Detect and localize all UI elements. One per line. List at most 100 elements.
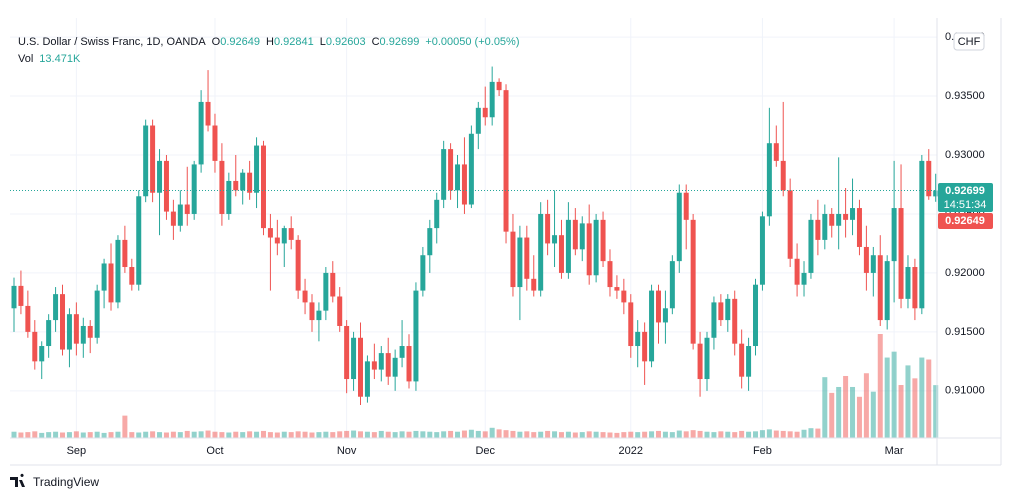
volume-bar [226,432,232,438]
candle-body [170,211,176,226]
volume-bar [337,431,343,438]
volume-bar [170,431,176,438]
volume-bar [302,431,308,438]
open-price: 0.92649 [945,215,985,227]
volume-bar [260,430,266,438]
y-tick-label: 0.91500 [945,326,985,338]
candle-body [600,219,606,262]
candle-body [66,314,72,350]
volume-bar [413,430,419,438]
candle-body [607,261,613,288]
volume-bar [572,432,578,438]
candle-body [649,290,655,362]
volume-bar [669,432,675,438]
candle-body [143,125,149,197]
candle-body [115,239,121,303]
brand: TradingView [33,475,99,489]
volume-bar [122,415,128,438]
volume-bar [863,373,869,438]
volume-bar [378,430,384,438]
candle-body [489,81,495,118]
volume-bar [316,432,322,438]
candle-body [420,255,426,291]
candle-body [787,190,793,259]
candle-body [642,331,648,362]
candle-body [565,219,571,273]
candle-body [378,353,384,370]
volume-value: 13.471K [39,53,81,65]
candle-body [718,302,724,321]
volume-bar [108,432,114,438]
volume-bar [344,430,350,438]
candle-body [503,90,509,232]
volume-bar [856,396,862,438]
candle-body [267,228,273,238]
volume-bar [780,430,786,438]
candle-body [662,308,668,323]
volume-bar [496,429,502,438]
candle-body [898,208,904,299]
volume-bar [662,431,668,438]
candle-body [191,164,197,214]
candle-body [558,235,564,273]
currency[interactable]: CHF [958,36,981,48]
volume-bar [545,430,551,438]
volume-bar [406,431,412,438]
volume-bar [524,431,530,438]
candle-layer [10,66,939,405]
candle-body [247,172,253,193]
volume-bar [642,431,648,438]
volume-bar [870,391,876,438]
candle-body [884,261,890,321]
candle-body [122,239,128,268]
volume-bar [18,432,24,438]
candle-body [863,246,869,273]
volume-bar [274,432,280,438]
candle-body [468,133,474,205]
candle-body [510,231,516,288]
ohlc-value: 0.92841 [274,36,314,48]
candle-body [177,204,183,226]
volume-bar [704,431,710,438]
candle-body [746,346,752,377]
candle-body [794,258,800,285]
candle-body [184,204,190,214]
currency-badge[interactable] [953,32,985,51]
volume-bar [475,430,481,438]
volume-bar [330,432,336,438]
volume-bar [392,432,398,438]
candle-body [295,239,301,291]
candle-body [655,290,661,323]
ohlc-value: 0.92603 [326,36,366,48]
volume-bar [787,431,793,438]
x-tick-label: Mar [885,445,904,457]
change: +0.00050 (+0.05%) [425,36,519,48]
volume-layer [11,334,939,438]
volume-bar [884,357,890,438]
candle-body [39,346,45,362]
volume-bar [649,431,655,438]
candle-body [136,196,142,285]
candle-body [94,290,100,338]
volume-bar [455,431,461,438]
candle-body [198,101,204,165]
volume-bar [39,432,45,438]
volume-bar [600,432,606,438]
candle-body [635,331,641,347]
candle-body [371,361,377,370]
x-tick-label: 2022 [619,445,643,457]
candle-body [739,343,745,377]
volume-bar [157,432,163,438]
volume-bar [718,431,724,438]
volume-bar [371,432,377,438]
candle-body [919,160,925,309]
grid [10,18,937,438]
candle-body [330,272,336,297]
volume-bar [150,431,156,438]
candle-body [80,325,86,344]
candle-body [11,285,17,309]
candle-body [260,145,266,229]
candle-body [926,160,932,197]
candle-body [572,219,578,250]
